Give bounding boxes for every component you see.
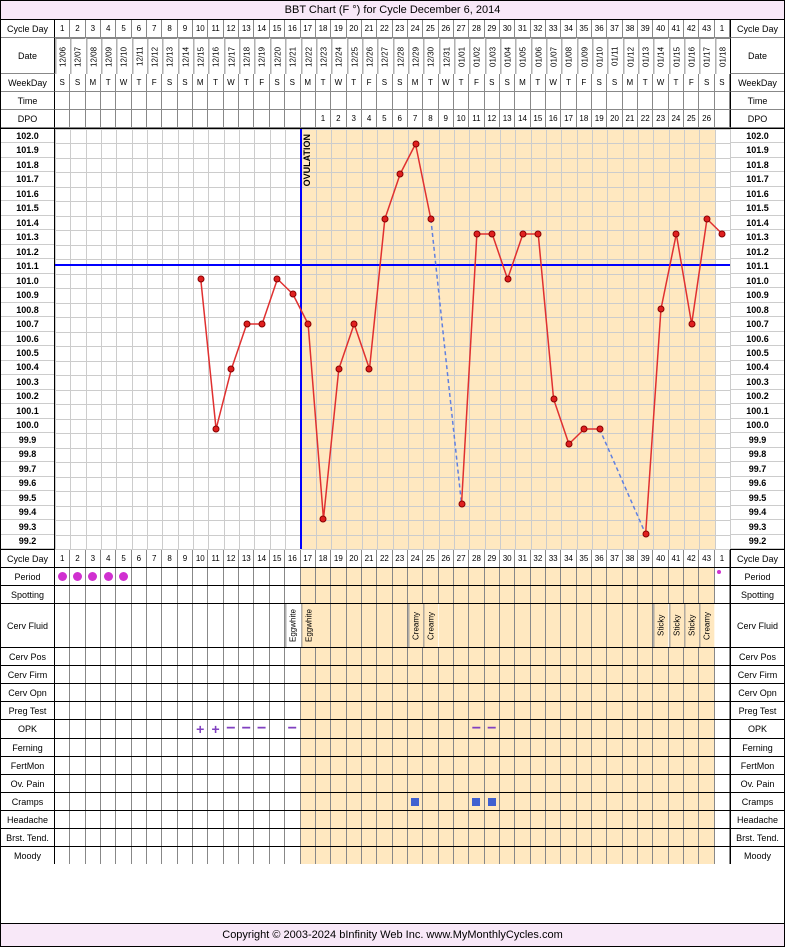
temp-point — [335, 366, 342, 373]
temp-point — [489, 231, 496, 238]
footer: Copyright © 2003-2024 bInfinity Web Inc.… — [1, 923, 784, 946]
temp-point — [366, 366, 373, 373]
temp-point — [504, 276, 511, 283]
temp-point — [305, 321, 312, 328]
temp-point — [473, 231, 480, 238]
symptom-grid: Cycle Day1234567891011121314151617181920… — [1, 549, 784, 864]
temp-point — [565, 441, 572, 448]
temp-point — [412, 141, 419, 148]
temp-point — [458, 501, 465, 508]
temp-point — [213, 426, 220, 433]
temp-point — [719, 231, 726, 238]
temp-point — [581, 426, 588, 433]
temp-point — [427, 216, 434, 223]
temp-point — [197, 276, 204, 283]
temp-point — [519, 231, 526, 238]
temp-point — [228, 366, 235, 373]
plot-area: OVULATION — [55, 129, 730, 549]
temp-point — [274, 276, 281, 283]
temp-point — [535, 231, 542, 238]
temp-point — [550, 396, 557, 403]
temp-point — [289, 291, 296, 298]
temp-point — [688, 321, 695, 328]
temp-point — [243, 321, 250, 328]
y-axis-left: 102.0101.9101.8101.7101.6101.5101.4101.3… — [1, 129, 55, 549]
temp-point — [259, 321, 266, 328]
chart-title: BBT Chart (F °) for Cycle December 6, 20… — [1, 1, 784, 20]
temp-point — [320, 516, 327, 523]
temp-point — [703, 216, 710, 223]
temp-point — [596, 426, 603, 433]
header-grid: Cycle Day1234567891011121314151617181920… — [1, 20, 784, 129]
y-axis-right: 102.0101.9101.8101.7101.6101.5101.4101.3… — [730, 129, 784, 549]
bbt-chart: BBT Chart (F °) for Cycle December 6, 20… — [0, 0, 785, 947]
temp-point — [351, 321, 358, 328]
temp-point — [397, 171, 404, 178]
temp-point — [381, 216, 388, 223]
temp-point — [673, 231, 680, 238]
temperature-chart: 102.0101.9101.8101.7101.6101.5101.4101.3… — [1, 129, 784, 549]
temp-point — [657, 306, 664, 313]
temp-point — [642, 531, 649, 538]
